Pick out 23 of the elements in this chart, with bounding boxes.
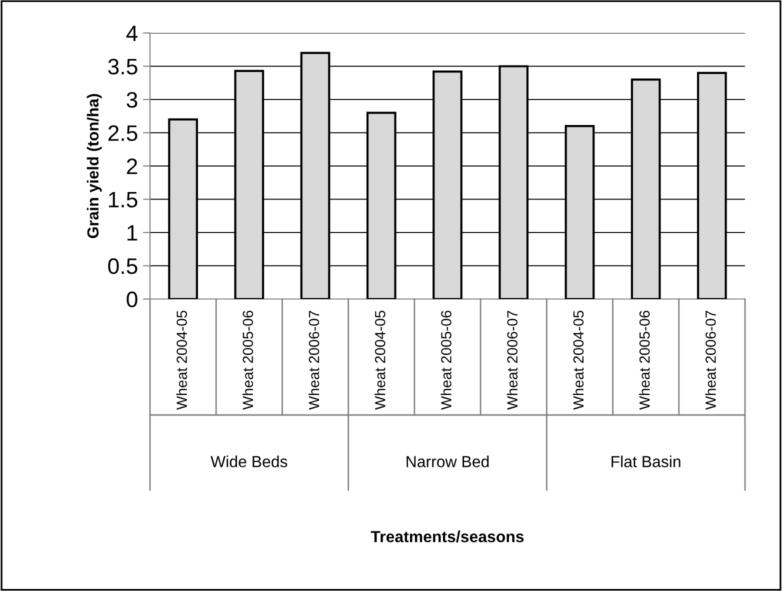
y-tick-label: 2.5 — [108, 125, 138, 142]
text: Flat Basin — [612, 456, 680, 468]
y-tick-label: 4 — [126, 26, 138, 42]
text: Narrow Bed — [406, 456, 489, 468]
y-tick-label: 2 — [126, 158, 138, 174]
y-tick-label: 1 — [128, 225, 138, 241]
y-tick-label: 3.5 — [108, 58, 138, 75]
y-axis-title: Grain yield (ton/ha) — [86, 94, 102, 238]
x-tick-label: Wheat 2004-05 — [176, 310, 187, 410]
x-tick-label: Wheat 2004-05 — [374, 310, 386, 410]
x-tick-label: Wheat 2006-07 — [308, 310, 320, 410]
y-tick-label: 0 — [126, 292, 138, 308]
x-tick-label: Wheat 2006-07 — [506, 310, 518, 410]
x-tick-label: Wheat 2004-05 — [572, 310, 584, 410]
y-tick-label: 0.5 — [108, 258, 138, 274]
x-tick-label: Wheat 2006-07 — [705, 310, 716, 410]
y-tick-label: 1.5 — [109, 192, 138, 208]
text: Treatments/seasons — [370, 530, 524, 542]
x-tick-label: Wheat 2005-06 — [639, 310, 650, 410]
text: Wide Beds — [210, 456, 288, 468]
y-tick-label: 3 — [126, 92, 138, 108]
x-tick-label: Wheat 2005-06 — [440, 310, 452, 410]
x-tick-label: Wheat 2005-06 — [242, 310, 254, 410]
